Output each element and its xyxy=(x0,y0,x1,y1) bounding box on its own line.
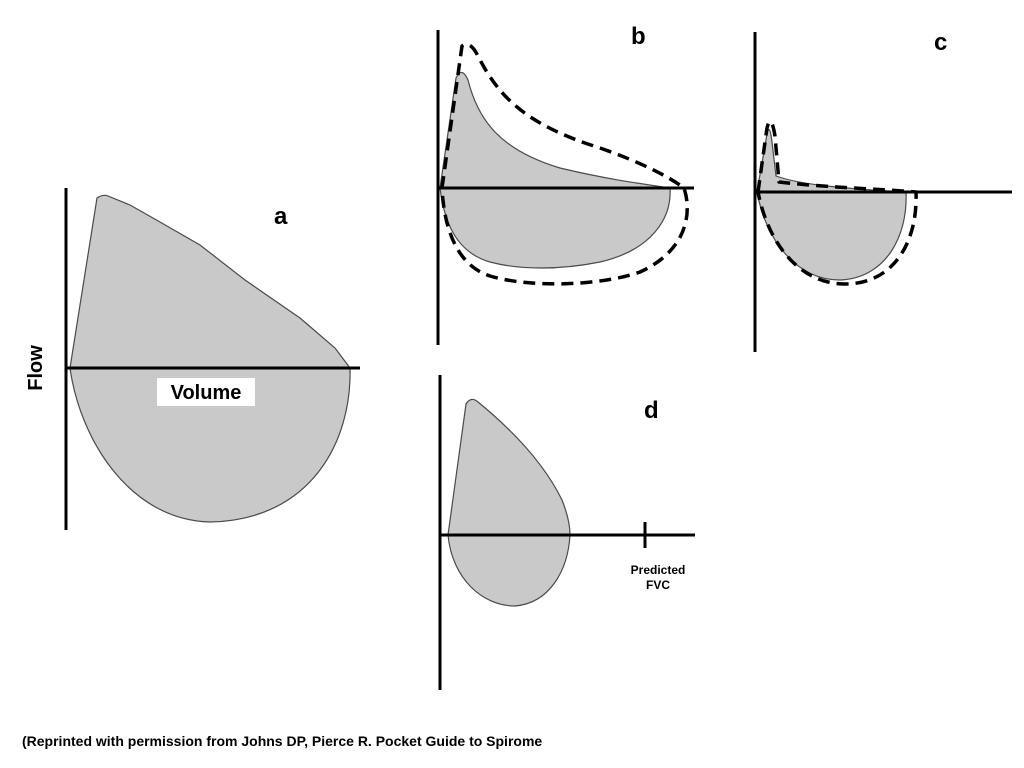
panel-c-predicted-loop xyxy=(756,119,918,286)
citation-text: (Reprinted with permission from Johns DP… xyxy=(22,733,543,749)
panel-d: Predicted FVC d xyxy=(438,375,695,690)
panel-b: b xyxy=(436,23,694,345)
predicted-fvc-label-line1: Predicted xyxy=(631,563,686,577)
panel-b-label: b xyxy=(631,23,646,50)
panel-b-loop xyxy=(439,71,671,269)
volume-label-background xyxy=(157,378,255,406)
panel-a: Volume a xyxy=(64,188,360,530)
panel-d-loop xyxy=(447,398,571,607)
panel-a-loop xyxy=(69,194,351,523)
volume-axis-label: Volume xyxy=(171,382,242,404)
flow-axis-label: Flow xyxy=(25,345,47,391)
predicted-fvc-label-line2: FVC xyxy=(646,578,670,592)
panel-c: c xyxy=(753,29,1012,352)
panel-b-predicted-loop xyxy=(440,42,689,286)
panel-d-label: d xyxy=(644,397,659,424)
panel-a-label: a xyxy=(274,203,288,230)
panel-c-label: c xyxy=(934,29,947,56)
panel-c-loop xyxy=(756,128,907,281)
